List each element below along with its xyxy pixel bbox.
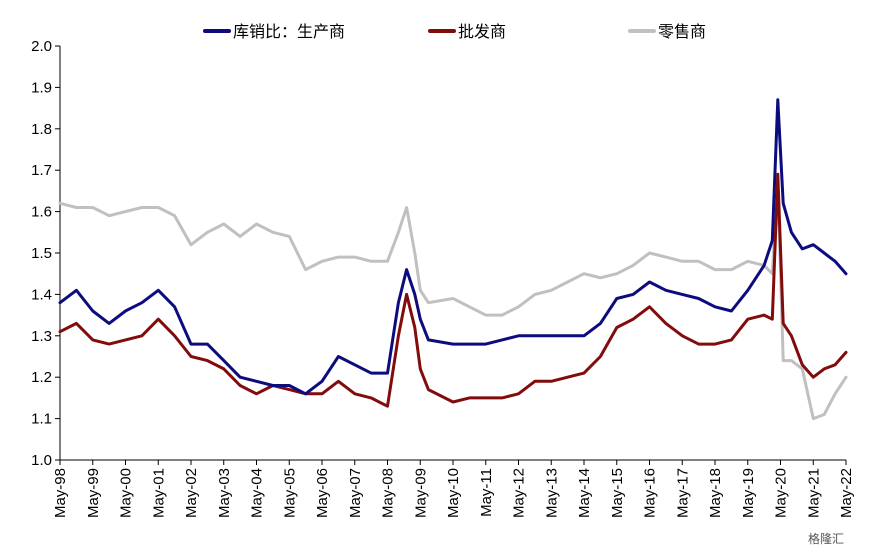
x-tick-label: May-02 [183, 468, 200, 518]
y-axis: 1.0 1.1 1.2 1.3 1.4 1.5 1.6 1.7 1.8 1.9 2.0 [31, 38, 61, 469]
y-tick-label: 2.0 [31, 38, 52, 55]
x-tick-label: May-17 [674, 468, 691, 518]
x-tick-label: May-04 [249, 468, 266, 518]
legend-label-2: 零售商 [658, 22, 706, 41]
y-tick-label: 1.7 [31, 162, 52, 179]
x-tick-label: May-22 [838, 468, 855, 518]
x-tick-label: May-18 [707, 468, 724, 518]
x-tick-label: May-11 [478, 468, 495, 517]
legend-label-1: 批发商 [458, 22, 506, 41]
y-tick-label: 1.1 [31, 411, 52, 428]
x-tick-label: May-14 [576, 468, 593, 518]
x-tick-label: May-09 [412, 468, 429, 518]
y-tick-label: 1.2 [31, 369, 52, 386]
series-layer [58, 98, 848, 421]
x-tick-label: May-10 [445, 468, 462, 518]
y-tick-label: 1.8 [31, 121, 52, 138]
y-tick-label: 1.5 [31, 245, 52, 262]
y-tick-label: 1.6 [31, 204, 52, 221]
x-tick-label: May-98 [52, 468, 69, 518]
legend-label-0: 库销比：生产商 [233, 22, 345, 41]
x-tick-label: May-99 [85, 468, 102, 518]
series-line-0 [58, 98, 848, 396]
series-line-2 [58, 181, 848, 421]
y-tick-label: 1.4 [31, 286, 52, 303]
y-tick-label: 1.9 [31, 79, 52, 96]
x-tick-label: May-15 [609, 468, 626, 518]
x-tick-label: May-05 [281, 468, 298, 518]
x-tick-label: May-03 [216, 468, 233, 518]
x-tick-label: May-01 [150, 468, 167, 518]
series-line-1 [58, 172, 848, 408]
x-axis: May-98 May-99 May-00 May-01 May-02 May-03 May-… [52, 459, 855, 518]
x-tick-label: May-16 [642, 468, 659, 518]
y-tick-label: 1.3 [31, 328, 52, 345]
legend: 库销比：生产商 批发商 零售商 [203, 22, 706, 41]
x-tick-label: May-06 [314, 468, 331, 518]
watermark-text: 格隆汇 [808, 531, 844, 546]
x-tick-label: May-07 [347, 468, 364, 518]
x-tick-label: May-08 [380, 468, 397, 518]
y-tick-label: 1.0 [31, 452, 52, 469]
x-tick-label: May-13 [543, 468, 560, 518]
x-tick-label: May-21 [805, 468, 822, 518]
x-tick-label: May-00 [118, 468, 135, 518]
x-tick-label: May-12 [511, 468, 528, 518]
x-tick-label: May-19 [740, 468, 757, 518]
x-tick-label: May-20 [773, 468, 790, 518]
